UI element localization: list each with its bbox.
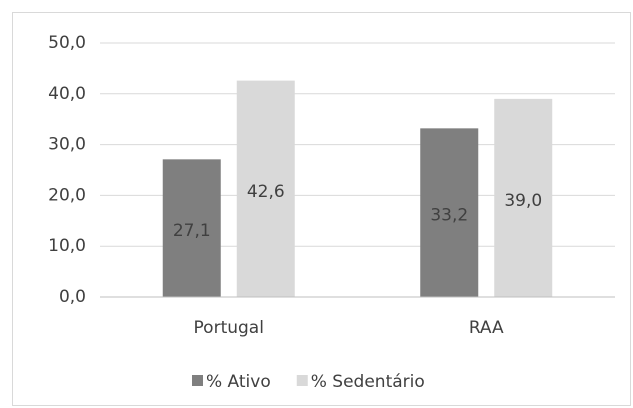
bar: [162, 159, 221, 297]
y-tick-label: 50,0: [48, 33, 86, 53]
value-label: 33,2: [430, 206, 468, 226]
value-label: 27,1: [173, 221, 211, 241]
y-tick-label: 10,0: [48, 236, 86, 256]
legend-label: % Ativo: [206, 372, 271, 392]
bar: [494, 98, 553, 297]
x-tick-label: Portugal: [194, 318, 264, 338]
value-label: 39,0: [504, 191, 542, 211]
legend-swatch: [296, 375, 308, 386]
y-tick-label: 20,0: [48, 185, 86, 205]
bar: [236, 80, 295, 297]
legend-swatch: [192, 375, 203, 386]
legend-label: % Sedentário: [311, 372, 425, 392]
bar: [420, 128, 479, 297]
y-tick-label: 40,0: [48, 84, 86, 104]
value-label: 42,6: [247, 182, 285, 202]
y-tick-label: 0,0: [59, 287, 86, 307]
x-tick-label: RAA: [469, 318, 504, 338]
y-tick-label: 30,0: [48, 135, 86, 155]
